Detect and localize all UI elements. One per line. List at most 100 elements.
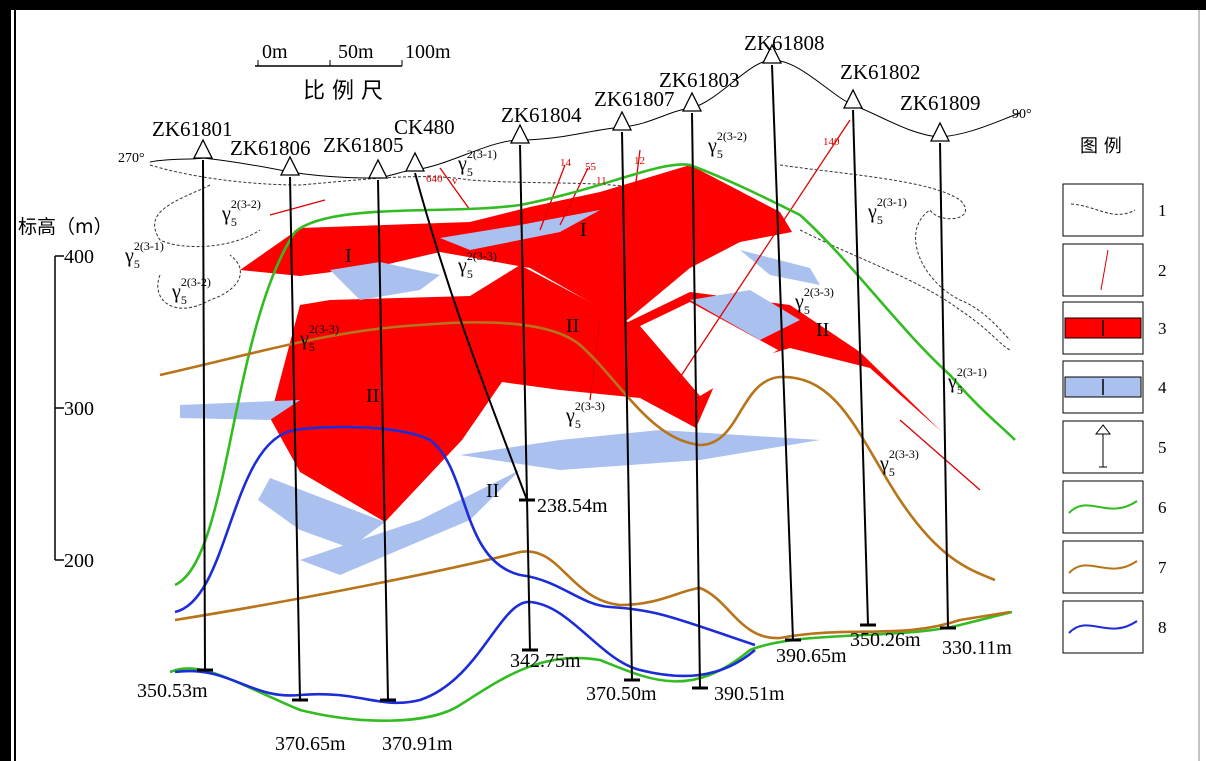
fault-label: 14 (560, 157, 572, 169)
boundary (150, 165, 650, 190)
lithology-symbol: γ (171, 281, 181, 303)
lithology-sub: 5 (804, 303, 810, 317)
borehole (940, 143, 948, 628)
borehole-collar (613, 112, 631, 130)
lithology-symbol: γ (457, 255, 467, 277)
boundary (155, 185, 260, 247)
legend-item: 4 (1158, 378, 1167, 397)
ore-body-label: I (345, 245, 352, 267)
alteration-zone (330, 262, 440, 300)
fault (270, 200, 325, 215)
borehole-name: ZK61804 (501, 103, 582, 127)
lithology-label: γ5 2(3-3) (879, 447, 919, 479)
legend-box (1063, 184, 1143, 236)
lithology-sub: 5 (181, 293, 187, 307)
lithology-sup: 2(3-2) (181, 275, 211, 289)
fault-label: 11 (596, 175, 607, 187)
fault-label: v (452, 175, 458, 187)
borehole-collar (511, 125, 529, 143)
lithology-label: γ52(3-1) (457, 147, 497, 179)
lithology-symbol: γ (947, 371, 957, 393)
borehole-name: CK480 (394, 115, 455, 139)
boundary-7 (175, 551, 1010, 638)
borehole-collar (844, 90, 862, 108)
borehole-name: ZK61802 (840, 60, 921, 84)
legend-item: 7 (1158, 558, 1167, 577)
borehole-collar (931, 123, 949, 141)
lithology-sup: 2(3-1) (957, 365, 987, 379)
lithology-label: γ5 2(3-1) (124, 239, 164, 271)
lithology-symbol: γ (221, 203, 231, 225)
frame-top (0, 0, 1206, 10)
borehole-depth: 370.50m (586, 683, 657, 705)
borehole-name: ZK61805 (323, 133, 404, 157)
axis-title: 标高（m） (18, 216, 113, 238)
lithology-symbol: γ (707, 135, 717, 157)
lithology-symbol: γ (879, 453, 889, 475)
legend-box (1063, 244, 1143, 296)
lithology-sup: 2(3-1) (467, 147, 497, 161)
borehole-collar (194, 140, 212, 158)
lithology-sup: 2(3-1) (877, 195, 907, 209)
lithology-symbol: γ (299, 328, 309, 350)
lithology-symbol: γ (794, 291, 804, 313)
frame-left (0, 0, 11, 761)
azimuth-label: 270° (118, 151, 145, 166)
lithology-sup: 2(3-3) (467, 249, 497, 263)
borehole-depth: 370.91m (382, 733, 453, 755)
borehole-name: ZK61809 (900, 91, 981, 115)
scale-tick-label: 0m (262, 41, 288, 63)
legend-item: 5 (1158, 438, 1167, 457)
lithology-sub: 5 (467, 165, 473, 179)
borehole (853, 110, 868, 625)
frame-left-inner (14, 10, 16, 761)
lithology-sub: 5 (877, 213, 883, 227)
fault-label: 640 (426, 173, 443, 185)
lithology-sub: 5 (717, 147, 723, 161)
scale-tick-label: 100m (405, 41, 451, 63)
lithology-label: γ52(3-2) (221, 197, 261, 229)
lithology-sup: 2(3-3) (309, 322, 339, 336)
borehole-depth: 342.75m (510, 650, 581, 672)
borehole-collar (683, 93, 701, 111)
fault-label: 55 (585, 161, 597, 173)
scale-tick-label: 50m (338, 41, 374, 63)
lithology-sup: 2(3-1) (134, 239, 164, 253)
lithology-sub: 5 (309, 340, 315, 354)
lithology-sub: 5 (467, 267, 473, 281)
lithology-sub: 5 (957, 383, 963, 397)
borehole-depth: 350.26m (850, 629, 921, 651)
cross-section: 0m50m100m比 例 尺270°90°标高（m）400300200ZK618… (0, 0, 1206, 761)
axis-tick-label: 200 (64, 550, 94, 572)
lithology-label: γ5 2(3-1) (867, 195, 907, 227)
legend-title: 图 例 (1080, 136, 1122, 157)
borehole-name: ZK61808 (744, 31, 825, 55)
borehole-name: ZK61803 (659, 68, 740, 92)
borehole-name: ZK61801 (152, 117, 233, 141)
fault-label: 12 (634, 155, 645, 167)
ore-body-label: II (816, 319, 829, 341)
lithology-sub: 5 (575, 417, 581, 431)
borehole-depth: 330.11m (942, 637, 1012, 659)
fault-label: 140 (823, 136, 840, 148)
lithology-symbol: γ (124, 245, 134, 267)
lithology-sup: 2(3-3) (804, 285, 834, 299)
lithology-sup: 2(3-3) (889, 447, 919, 461)
lithology-symbol: γ (867, 201, 877, 223)
lithology-symbol: γ (565, 405, 575, 427)
borehole-collar (369, 160, 387, 178)
axis-tick-label: 400 (64, 246, 94, 268)
legend-item: 1 (1158, 201, 1167, 220)
ore-body-label: I (580, 219, 587, 241)
lithology-sub: 5 (231, 215, 237, 229)
lithology-label: γ5 2(3-3) (794, 285, 834, 317)
azimuth-label: 90° (1012, 107, 1032, 122)
borehole-name: ZK61806 (230, 136, 311, 160)
legend-item: 2 (1158, 261, 1167, 280)
boundary (780, 165, 1010, 340)
borehole-depth: 350.53m (137, 680, 208, 702)
lithology-label: γ52(3-3) (565, 399, 605, 431)
lithology-sub: 5 (889, 465, 895, 479)
lithology-sub: 5 (134, 257, 140, 271)
borehole-depth: 238.54m (537, 495, 608, 517)
